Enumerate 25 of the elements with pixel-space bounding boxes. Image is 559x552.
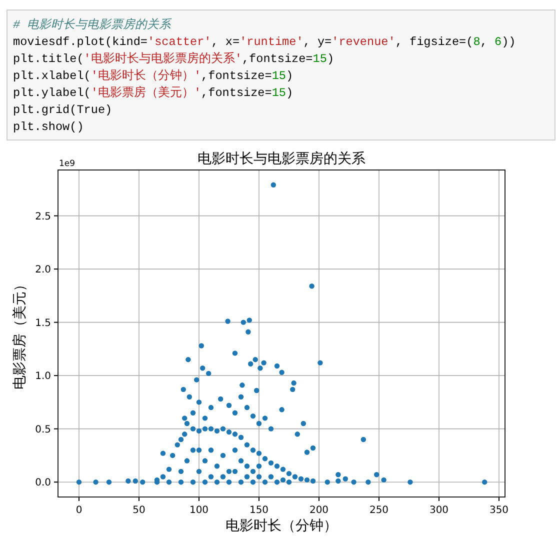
x-tick-label: 350: [489, 505, 509, 516]
x-tick-label: 250: [369, 505, 389, 516]
text: plt.show(): [13, 120, 84, 134]
y-tick-label: 1.5: [35, 318, 51, 329]
y-tick-label: 0.5: [35, 424, 51, 436]
x-tick-label: 300: [429, 505, 449, 516]
text: plt.ylabel('电影票房（美元）',fontsize=15): [13, 85, 294, 100]
y-tick-label: 2.0: [35, 264, 51, 276]
x-tick-label: 150: [249, 505, 269, 516]
x-tick-label: 100: [189, 505, 209, 516]
text: 1e9: [59, 159, 76, 169]
x-tick-label: 200: [309, 505, 329, 516]
text: moviesdf.plot(kind='scatter', x='runtime', y='revenue', figsize=(8, 6)): [13, 35, 516, 49]
text: plt.grid(True): [13, 103, 112, 117]
x-tick-label: 50: [132, 505, 146, 516]
y-tick-label: 1.0: [35, 371, 51, 382]
text: plt.xlabel('电影时长（分钟）',fontsize=15): [13, 69, 294, 83]
y-tick-label: 2.5: [35, 211, 51, 222]
y-axis-title: 电影票房（美元）: [12, 278, 28, 390]
text: plt.title('电影时长与电影票房的关系',fontsize=15): [13, 51, 334, 66]
x-tick-label: 0: [76, 505, 82, 516]
x-axis-title: 电影时长（分钟）: [226, 518, 338, 534]
chart-title: 电影时长与电影票房的关系: [198, 151, 366, 167]
y-tick-label: 0.0: [35, 478, 51, 489]
text: # 电影时长与电影票房的关系: [13, 17, 172, 32]
